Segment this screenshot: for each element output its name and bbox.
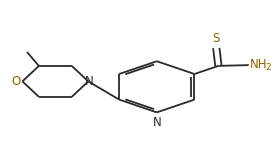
Text: S: S xyxy=(213,32,220,45)
Text: 2: 2 xyxy=(266,63,271,72)
Text: N: N xyxy=(152,116,161,129)
Text: NH: NH xyxy=(250,58,267,71)
Text: N: N xyxy=(85,75,94,88)
Text: O: O xyxy=(11,75,20,88)
